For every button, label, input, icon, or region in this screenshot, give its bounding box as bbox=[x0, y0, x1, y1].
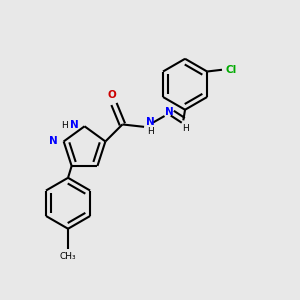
Text: Cl: Cl bbox=[225, 65, 236, 75]
Text: H: H bbox=[147, 127, 154, 136]
Text: N: N bbox=[166, 107, 174, 117]
Text: N: N bbox=[146, 117, 155, 127]
Text: CH₃: CH₃ bbox=[60, 253, 76, 262]
Text: H: H bbox=[61, 121, 68, 130]
Text: N: N bbox=[50, 136, 58, 146]
Text: O: O bbox=[108, 90, 117, 100]
Text: N: N bbox=[70, 119, 78, 130]
Text: H: H bbox=[182, 124, 188, 133]
